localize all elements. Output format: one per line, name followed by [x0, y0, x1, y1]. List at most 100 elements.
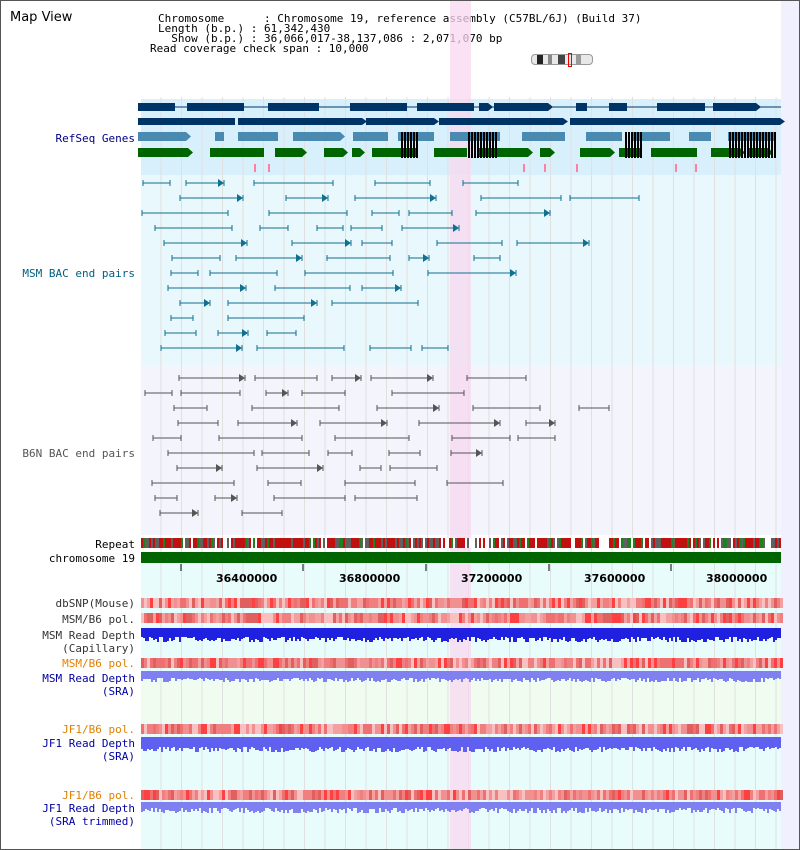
repeat-mark [249, 538, 251, 548]
heat-cell [681, 613, 684, 623]
repeat-mark [719, 538, 721, 548]
heat-cell [375, 658, 378, 668]
heat-cell [423, 613, 426, 623]
heat-cell [642, 724, 645, 734]
depth-bar [515, 802, 517, 813]
repeat-mark [331, 538, 333, 548]
depth-bar [459, 737, 461, 751]
depth-bar [541, 802, 543, 813]
depth-bar [187, 628, 189, 638]
heat-cell [660, 724, 663, 734]
depth-bar [547, 802, 549, 809]
depth-bar [651, 671, 653, 681]
depth-bar [401, 737, 403, 750]
depth-bar [417, 628, 419, 640]
depth-bar [631, 737, 633, 747]
depth-bar [141, 671, 143, 681]
repeat-mark [745, 538, 747, 548]
heat-cell [177, 790, 180, 800]
depth-bar [317, 628, 319, 638]
depth-bar [405, 628, 407, 638]
heat-cell [741, 790, 744, 800]
gene-block [425, 118, 434, 125]
depth-bar [707, 628, 709, 639]
depth-bar [161, 737, 163, 752]
depth-bar [543, 737, 545, 749]
heat-cell [540, 613, 543, 623]
depth-bar [319, 737, 321, 747]
heat-cell [267, 724, 270, 734]
heat-cell [300, 724, 303, 734]
repeat-mark [247, 538, 249, 548]
heat-cell [582, 790, 585, 800]
heat-cell [528, 598, 531, 608]
heat-cell [621, 598, 624, 608]
heat-cell [576, 724, 579, 734]
depth-bar [647, 628, 649, 641]
depth-bar [147, 737, 149, 749]
depth-bar [423, 737, 425, 752]
heat-cell [738, 658, 741, 668]
heat-cell [750, 790, 753, 800]
heat-cell [744, 613, 747, 623]
depth-bar [217, 802, 219, 811]
depth-bar [491, 737, 493, 749]
repeat-mark [349, 538, 351, 548]
depth-bar [469, 628, 471, 641]
heat-cell [321, 658, 324, 668]
refseq-genes-label[interactable]: RefSeq Genes [55, 132, 135, 145]
repeat-mark [409, 538, 411, 548]
depth-bar [779, 802, 781, 811]
heat-cell [663, 613, 666, 623]
depth-bar [207, 737, 209, 749]
repeat-mark [445, 538, 447, 548]
heat-cell [252, 790, 255, 800]
depth-bar [427, 737, 429, 747]
depth-bar [197, 737, 199, 752]
heat-cell [768, 658, 771, 668]
chromosome-ideogram[interactable] [531, 53, 593, 67]
depth-bar [443, 802, 445, 812]
depth-bar [505, 671, 507, 679]
msm-bac-end-pairs-label[interactable]: MSM BAC end pairs [22, 267, 135, 280]
depth-bar [461, 802, 463, 811]
depth-bar [431, 737, 433, 750]
depth-bar [321, 628, 323, 638]
depth-bar [603, 737, 605, 747]
repeat-mark [685, 538, 687, 548]
heat-cell [756, 658, 759, 668]
heat-cell [471, 598, 474, 608]
depth-bar [441, 628, 443, 642]
b6n-bac-end-pairs-label[interactable]: B6N BAC end pairs [22, 447, 135, 460]
depth-bar [281, 802, 283, 810]
heat-cell [291, 790, 294, 800]
depth-bar [245, 671, 247, 680]
heat-cell [591, 790, 594, 800]
depth-bar [621, 802, 623, 808]
repeat-mark [613, 538, 615, 548]
heat-cell [303, 790, 306, 800]
depth-bar [163, 671, 165, 682]
heat-cell [174, 658, 177, 668]
depth-bar [221, 628, 223, 642]
heat-cell [264, 790, 267, 800]
heat-cell [552, 613, 555, 623]
depth-bar [177, 628, 179, 637]
repeat-mark [343, 538, 345, 548]
depth-bar [301, 628, 303, 637]
depth-bar [375, 737, 377, 752]
repeat-mark [501, 538, 503, 548]
depth-bar [725, 628, 727, 639]
repeat-mark [147, 538, 149, 548]
depth-bar [645, 671, 647, 682]
depth-bar [605, 802, 607, 809]
depth-bar [561, 628, 563, 640]
heat-cell [447, 613, 450, 623]
repeat-mark [297, 538, 299, 548]
depth-bar [259, 737, 261, 751]
depth-bar [161, 802, 163, 812]
depth-bar [337, 802, 339, 813]
depth-bar [709, 802, 711, 810]
heat-cell [525, 598, 528, 608]
